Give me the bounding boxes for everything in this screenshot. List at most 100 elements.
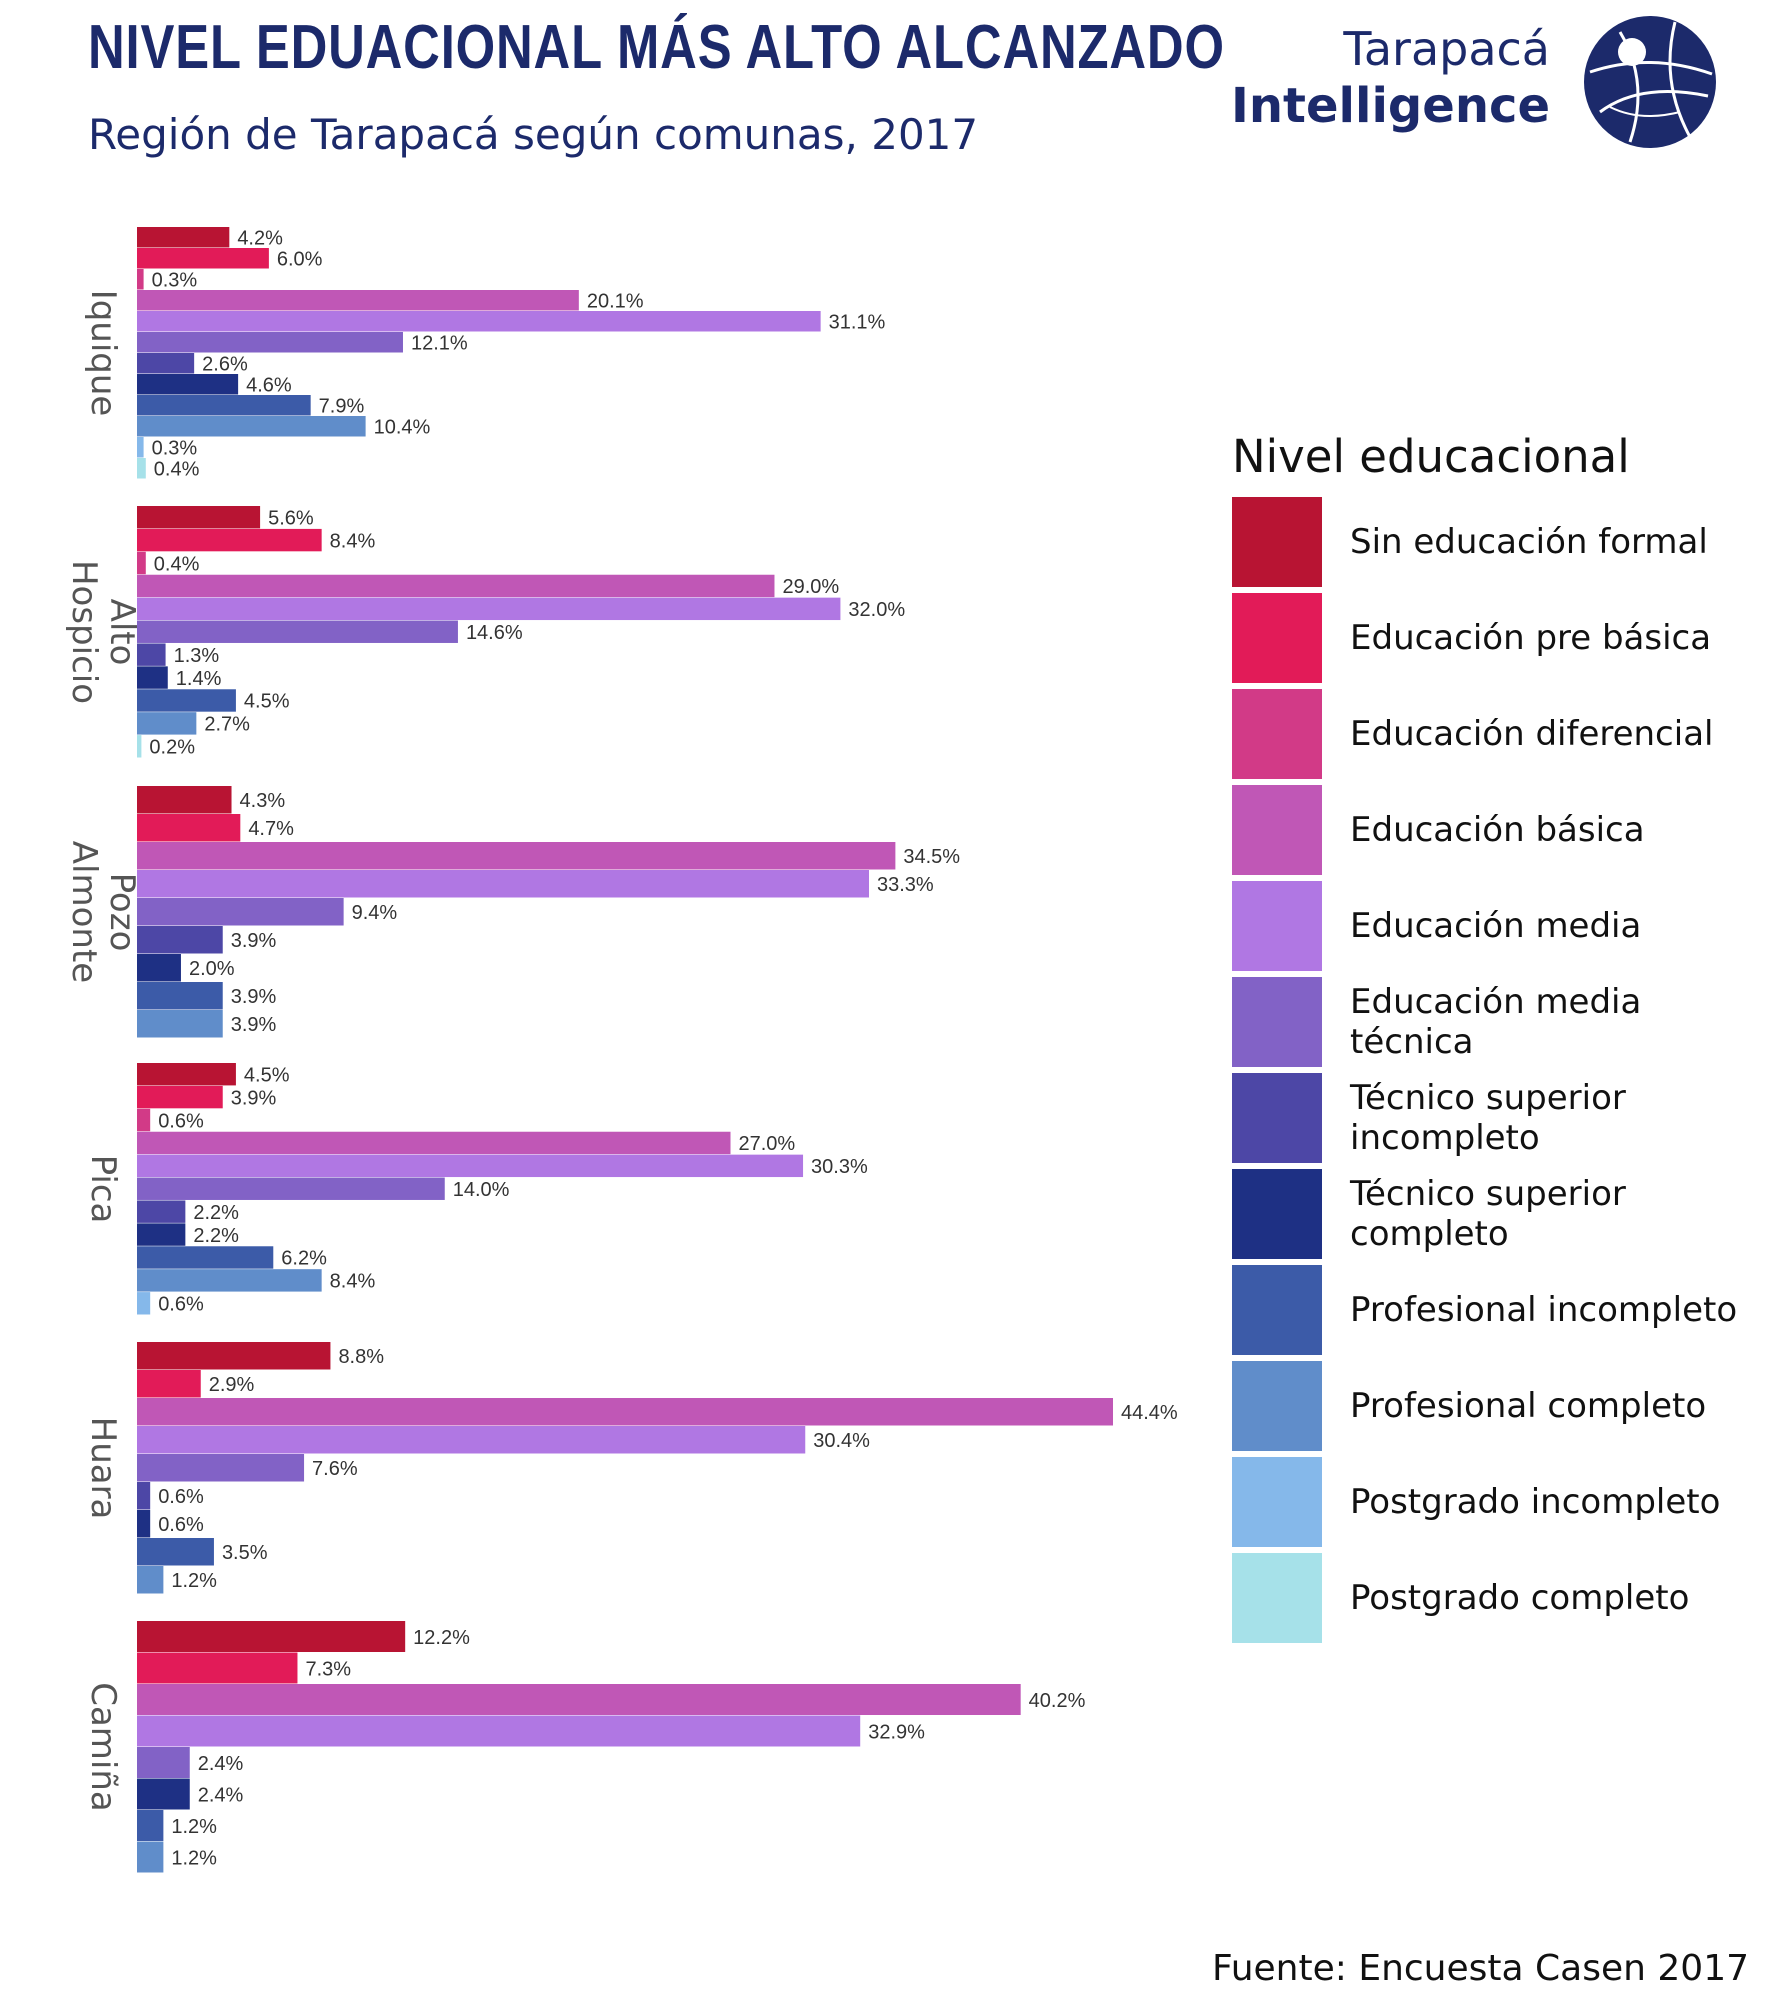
legend-item: Educación diferencial [1232, 689, 1752, 785]
legend-item: Educación media [1232, 881, 1752, 977]
comuna-label: AltoHospicio [64, 560, 142, 704]
bar [137, 395, 311, 416]
legend-swatch [1232, 1361, 1322, 1451]
legend-label: Técnico superior incompleto [1350, 1078, 1626, 1158]
bar [137, 1778, 190, 1810]
bar [137, 374, 239, 395]
value-label: 0.6% [158, 1514, 204, 1536]
legend-swatch [1232, 593, 1322, 683]
bar [137, 814, 241, 842]
value-label: 1.3% [174, 645, 220, 667]
bar [137, 870, 869, 898]
legend-item: Técnico superior completo [1232, 1169, 1752, 1265]
value-label: 6.0% [277, 249, 323, 271]
legend-swatch [1232, 977, 1322, 1067]
bar [137, 416, 366, 437]
legend-item: Profesional incompleto [1232, 1265, 1752, 1361]
value-label: 2.0% [189, 958, 235, 980]
bar [137, 353, 195, 374]
legend-swatch [1232, 1265, 1322, 1355]
legend-item: Sin educación formal [1232, 497, 1752, 593]
bar [137, 290, 579, 311]
bar [137, 786, 232, 814]
comuna-label: Iquique [83, 290, 123, 417]
bar [137, 1810, 164, 1841]
value-label: 14.0% [453, 1179, 510, 1201]
bar [137, 712, 197, 735]
bar [137, 898, 344, 926]
chart-subtitle: Región de Tarapacá según comunas, 2017 [88, 110, 979, 159]
bar [137, 643, 166, 666]
value-label: 3.9% [231, 986, 277, 1008]
bar [137, 1010, 223, 1038]
legend-label: Educación básica [1350, 810, 1645, 850]
bar [137, 574, 775, 598]
value-label: 2.6% [202, 354, 248, 376]
legend-item: Técnico superior incompleto [1232, 1073, 1752, 1169]
legend-label: Educación diferencial [1350, 714, 1714, 754]
bar [137, 458, 146, 479]
legend-swatch [1232, 1457, 1322, 1547]
bar [137, 689, 236, 712]
legend-label: Profesional completo [1350, 1386, 1707, 1426]
value-label: 4.6% [246, 375, 292, 397]
bar [137, 1652, 298, 1684]
legend-item: Postgrado completo [1232, 1553, 1752, 1649]
legend-label: Sin educación formal [1350, 522, 1708, 562]
value-label: 1.4% [176, 668, 222, 690]
legend-label: Educación media [1350, 906, 1642, 946]
value-label: 4.2% [237, 228, 283, 250]
bar [137, 954, 181, 982]
bar [137, 1482, 151, 1510]
legend-label: Técnico superior completo [1350, 1174, 1626, 1254]
value-label: 0.4% [154, 459, 200, 481]
bar [137, 1454, 305, 1482]
bar [137, 1131, 731, 1155]
value-label: 0.6% [158, 1294, 204, 1316]
legend-swatch [1232, 881, 1322, 971]
bar [137, 982, 223, 1010]
legend-item: Educación pre básica [1232, 593, 1752, 689]
bar [137, 1200, 186, 1223]
bar [137, 620, 458, 643]
value-label: 12.2% [413, 1627, 470, 1649]
value-label: 3.9% [231, 930, 277, 952]
value-label: 7.9% [319, 396, 365, 418]
value-label: 12.1% [411, 333, 468, 355]
value-label: 4.5% [244, 1064, 290, 1086]
bar [137, 1398, 1113, 1426]
comuna-label: Huara [83, 1417, 123, 1520]
value-label: 9.4% [352, 902, 398, 924]
globe-icon [1584, 16, 1716, 148]
legend-label: Educación pre básica [1350, 618, 1712, 658]
value-label: 20.1% [587, 291, 644, 313]
value-label: 14.6% [466, 622, 523, 644]
bar [137, 1342, 331, 1370]
value-label: 33.3% [877, 874, 934, 896]
value-label: 31.1% [829, 312, 886, 334]
bar [137, 1269, 322, 1292]
value-label: 2.9% [209, 1374, 255, 1396]
comuna-label: PozoAlmonte [64, 841, 142, 983]
value-label: 34.5% [903, 846, 960, 868]
bar [137, 1841, 164, 1873]
value-label: 10.4% [374, 417, 431, 439]
legend-item: Postgrado incompleto [1232, 1457, 1752, 1553]
bar [137, 1684, 1021, 1715]
value-label: 27.0% [739, 1133, 796, 1155]
value-label: 30.3% [811, 1156, 868, 1178]
bar [137, 1108, 151, 1132]
value-label: 8.4% [330, 1271, 376, 1293]
bar [137, 1621, 406, 1652]
bar [137, 1715, 861, 1747]
source-note: Fuente: Encuesta Casen 2017 [1211, 1948, 1749, 1989]
logo-text-line2: Intelligence [1231, 78, 1550, 134]
legend: Nivel educacional Sin educación formal Ed… [1232, 430, 1752, 1649]
legend-swatch [1232, 785, 1322, 875]
value-label: 1.2% [171, 1570, 217, 1592]
logo: Tarapacá Intelligence [1231, 12, 1720, 152]
legend-label: Educación media técnica [1350, 982, 1642, 1062]
value-label: 40.2% [1029, 1690, 1086, 1712]
legend-label: Postgrado incompleto [1350, 1482, 1721, 1522]
